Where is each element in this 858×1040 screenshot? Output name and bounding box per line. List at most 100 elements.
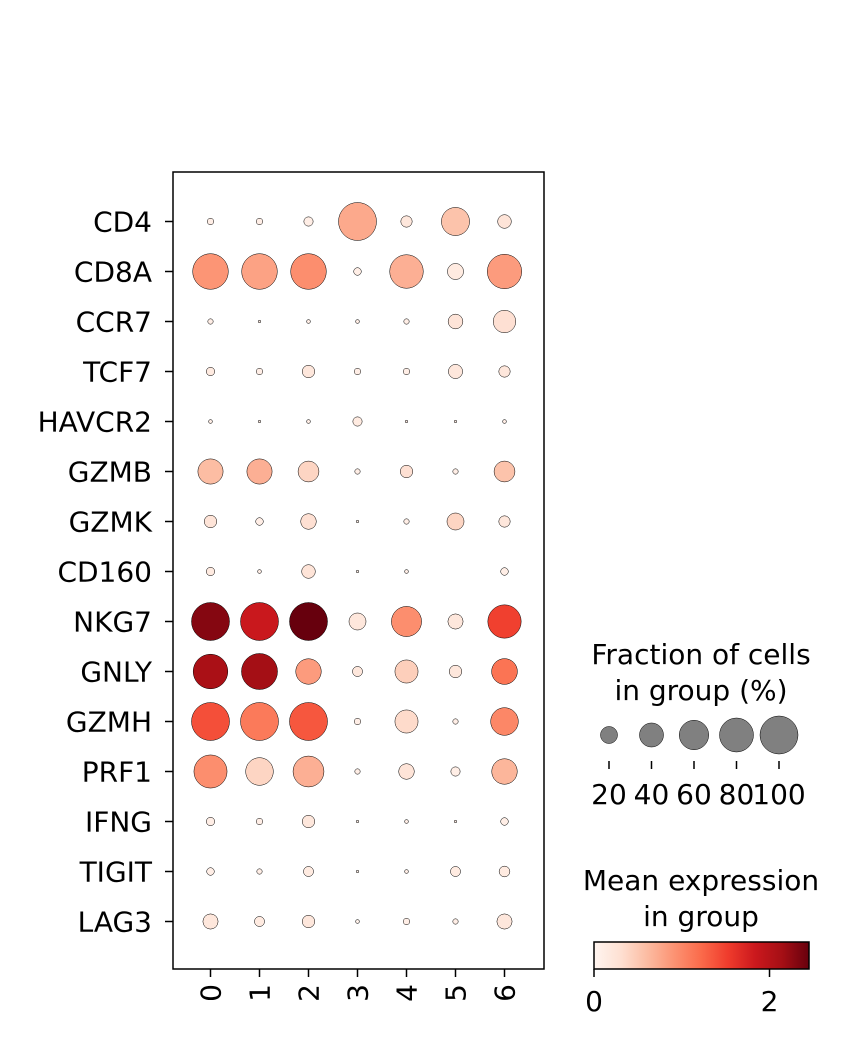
dot-GZMK-4 <box>403 518 410 525</box>
gene-label: GZMK <box>69 506 153 539</box>
dot-GZMB-0 <box>197 458 224 485</box>
dot-CCR7-1 <box>257 319 262 324</box>
group-label: 0 <box>195 984 228 1002</box>
group-label: 6 <box>489 984 522 1002</box>
dot-TIGIT-6 <box>498 865 511 878</box>
dot-GZMH-4 <box>394 709 419 734</box>
gene-label: IFNG <box>85 806 152 839</box>
dot-GZMH-0 <box>191 702 230 741</box>
gene-label: NKG7 <box>73 606 152 639</box>
dot-CD160-4 <box>404 569 409 574</box>
dot-GZMH-2 <box>289 702 328 741</box>
dot-GNLY-2 <box>295 658 322 685</box>
dot-NKG7-6 <box>487 604 522 639</box>
size-legend-dot <box>639 722 664 748</box>
dot-CD8A-0 <box>192 253 229 290</box>
dot-GZMK-1 <box>255 517 264 526</box>
dot-PRF1-2 <box>292 755 325 788</box>
color-legend: Mean expression in group 0 2 <box>583 864 819 1018</box>
size-legend-label: 80 <box>719 778 755 811</box>
dot-GNLY-3 <box>352 666 363 677</box>
dot-PRF1-5 <box>450 766 461 777</box>
size-legend-dot <box>679 720 709 750</box>
dot-IFNG-0 <box>206 817 215 826</box>
color-legend-title-line1: Mean expression <box>583 864 819 897</box>
dot-CD4-5 <box>441 207 470 236</box>
group-label: 5 <box>440 984 473 1002</box>
group-label: 2 <box>293 984 326 1002</box>
colorbar-label-min: 0 <box>585 985 603 1018</box>
dot-GZMH-6 <box>490 707 519 736</box>
dot-HAVCR2-0 <box>208 419 213 424</box>
size-legend-label: 60 <box>676 778 712 811</box>
dot-CD160-0 <box>206 567 215 576</box>
dot-TIGIT-0 <box>206 867 215 876</box>
dot-GZMH-5 <box>452 718 459 725</box>
dot-GZMB-3 <box>354 468 361 475</box>
dot-HAVCR2-4 <box>404 419 409 424</box>
dot-CD160-1 <box>257 569 262 574</box>
dot-CD4-2 <box>303 216 314 227</box>
dot-TCF7-2 <box>301 364 316 379</box>
gene-label: CCR7 <box>76 306 152 339</box>
dot-TIGIT-3 <box>355 869 360 874</box>
dot-CD8A-2 <box>290 253 327 290</box>
dot-GZMK-5 <box>446 512 465 531</box>
dot-LAG3-3 <box>355 919 360 924</box>
dot-CCR7-4 <box>403 318 410 325</box>
dot-IFNG-4 <box>404 819 409 824</box>
dot-CD8A-3 <box>353 267 362 276</box>
colorbar <box>593 941 810 970</box>
dot-CD4-3 <box>338 202 377 241</box>
group-label: 1 <box>244 984 277 1002</box>
dot-TIGIT-4 <box>404 869 409 874</box>
dot-HAVCR2-2 <box>306 419 311 424</box>
dot-CCR7-2 <box>306 319 311 324</box>
group-label: 3 <box>342 984 375 1002</box>
dot-IFNG-3 <box>355 819 360 824</box>
size-legend-title-line1: Fraction of cells <box>591 638 810 671</box>
dot-CD4-0 <box>206 217 215 226</box>
dot-LAG3-2 <box>301 914 316 929</box>
gene-label: LAG3 <box>78 906 152 939</box>
dot-CD160-2 <box>301 564 316 579</box>
dot-GZMK-6 <box>498 515 511 528</box>
dot-PRF1-6 <box>491 758 518 785</box>
gene-label: CD8A <box>74 256 152 289</box>
dot-layer <box>191 202 522 930</box>
gene-axis: CD4 CD8A CCR7 TCF7 HAVCR2 GZMB GZMK CD160 NKG7 GN… <box>38 206 173 939</box>
dot-TCF7-1 <box>255 367 264 376</box>
dot-GNLY-5 <box>448 664 463 679</box>
dot-NKG7-1 <box>240 602 279 641</box>
gene-label: TCF7 <box>82 356 152 389</box>
dot-TCF7-4 <box>402 367 411 376</box>
dot-HAVCR2-1 <box>257 419 262 424</box>
dot-IFNG-1 <box>255 817 264 826</box>
dot-IFNG-2 <box>301 814 316 829</box>
dot-TIGIT-1 <box>256 868 263 875</box>
dot-GZMB-2 <box>297 460 320 483</box>
dot-GZMB-6 <box>493 460 516 483</box>
dot-PRF1-0 <box>193 754 228 789</box>
dot-CCR7-5 <box>447 313 464 330</box>
dot-GZMB-5 <box>452 468 459 475</box>
dot-CD160-6 <box>500 567 509 576</box>
dot-TIGIT-2 <box>303 866 314 877</box>
size-legend-label: 20 <box>591 778 627 811</box>
gene-label: CD4 <box>93 206 152 239</box>
dot-CD4-1 <box>255 217 264 226</box>
dot-NKG7-4 <box>391 606 422 637</box>
dot-HAVCR2-5 <box>453 419 458 424</box>
size-legend-dot <box>719 717 754 753</box>
dot-IFNG-6 <box>500 817 509 826</box>
size-legend-title-line2: in group (%) <box>614 674 787 707</box>
dot-CD4-4 <box>400 215 413 228</box>
gene-label: GZMH <box>66 706 152 739</box>
gene-label: GNLY <box>80 656 153 689</box>
dot-LAG3-4 <box>402 917 411 926</box>
colorbar-label-max: 2 <box>761 985 779 1018</box>
dot-LAG3-5 <box>452 918 459 925</box>
dot-TCF7-3 <box>353 367 362 376</box>
